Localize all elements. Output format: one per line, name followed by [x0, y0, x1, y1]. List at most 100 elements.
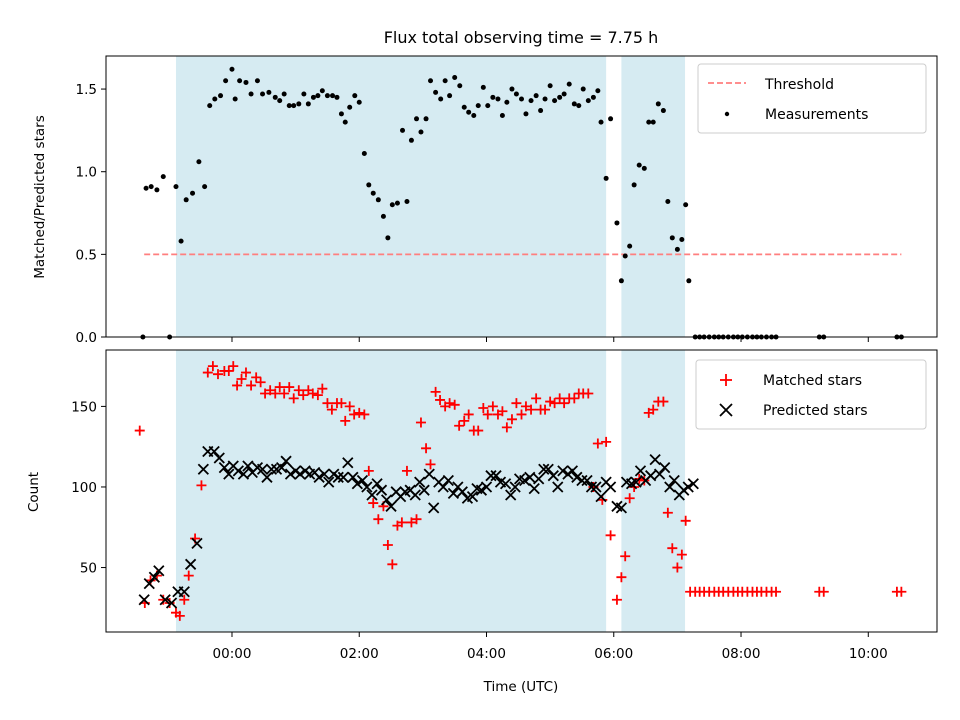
- matched-star-point: [449, 399, 460, 410]
- predicted-star-point: [414, 476, 426, 488]
- matched-star-point: [270, 388, 281, 399]
- measurement-point: [509, 86, 515, 92]
- measurement-point: [352, 93, 358, 99]
- measurement-point: [310, 94, 316, 100]
- shaded-interval: [175, 56, 607, 337]
- measurement-point: [173, 184, 179, 190]
- x-tick-label: 08:00: [722, 646, 761, 662]
- matched-star-point: [511, 398, 522, 409]
- matched-star-point: [293, 385, 304, 396]
- measurement-point: [595, 88, 601, 94]
- matched-star-point: [202, 367, 213, 378]
- measurement-point: [485, 103, 491, 109]
- measurement-point: [519, 96, 524, 102]
- matched-star-point: [406, 517, 417, 528]
- predicted-star-point: [261, 471, 273, 483]
- measurements-points: [140, 66, 904, 340]
- matched-star-point: [421, 443, 432, 454]
- matched-star-point: [411, 514, 422, 525]
- predicted-star-point: [490, 470, 502, 482]
- predicted-star-point: [571, 471, 583, 483]
- predicted-star-point: [351, 478, 363, 490]
- measurement-point: [315, 93, 321, 99]
- matched-star-point: [284, 382, 295, 393]
- predicted-star-point: [409, 489, 421, 501]
- measurement-point: [319, 88, 325, 94]
- measurement-point: [338, 111, 344, 117]
- measurement-point: [557, 94, 563, 100]
- matched-star-point: [435, 394, 446, 405]
- matched-star-point: [667, 543, 678, 554]
- matched-star-point: [497, 406, 508, 417]
- matched-star-point: [246, 380, 257, 391]
- measurement-point: [452, 74, 458, 80]
- measurement-point: [566, 81, 572, 87]
- matched-star-point: [240, 367, 251, 378]
- predicted-star-point: [581, 474, 593, 487]
- measurement-point: [679, 236, 685, 242]
- measurement-point: [428, 78, 434, 84]
- matched-star-point: [616, 572, 627, 583]
- predicted-star-point: [509, 481, 521, 493]
- measurement-point: [603, 175, 609, 181]
- measurement-point: [232, 96, 238, 102]
- matched-star-point: [583, 388, 594, 399]
- measurement-point: [286, 103, 292, 109]
- top-x-ticks: [231, 337, 869, 342]
- predicted-star-point: [342, 457, 354, 469]
- predicted-star-point: [664, 481, 676, 493]
- measurement-point: [513, 91, 519, 97]
- predicted-star-point: [313, 471, 325, 483]
- measurement-point: [324, 93, 330, 99]
- top-panel: 0.0 0.5 1.0 1.5 Flux total observing time =…: [32, 28, 938, 346]
- measurement-point: [385, 235, 391, 241]
- y-tick-label: 50: [80, 561, 97, 577]
- measurement-point: [665, 198, 671, 204]
- measurement-point: [190, 190, 196, 196]
- measurement-point: [212, 96, 218, 102]
- matched-star-point: [396, 517, 407, 528]
- matched-star-point: [526, 404, 537, 415]
- predicted-star-point: [380, 494, 393, 506]
- predicted-star-point: [361, 481, 373, 493]
- predicted-star-point: [323, 476, 335, 488]
- predicted-star-point: [630, 476, 642, 488]
- matched-star-point: [459, 415, 470, 426]
- y-tick-label: 0.0: [76, 330, 97, 346]
- predicted-star-point: [576, 474, 588, 487]
- matched-star-point: [382, 539, 393, 550]
- matched-star-point: [662, 507, 673, 518]
- measurement-point: [148, 184, 154, 190]
- predicted-star-point: [659, 461, 671, 474]
- matched-star-point: [473, 425, 484, 436]
- measurement-point: [471, 113, 477, 119]
- matched-star-point: [444, 398, 455, 409]
- x-tick-label: 00:00: [213, 646, 252, 662]
- measurement-point: [207, 103, 213, 109]
- matched-star-point: [592, 438, 603, 449]
- measurement-point: [218, 93, 224, 99]
- predicted-star-point: [191, 537, 203, 550]
- measurement-point: [528, 98, 534, 104]
- matched-star-point: [658, 396, 669, 407]
- matched-star-point: [212, 369, 223, 380]
- measurement-point: [533, 93, 539, 99]
- measurement-point: [178, 238, 184, 244]
- predicted-star-point: [437, 481, 449, 493]
- measurement-point: [547, 83, 553, 89]
- measurement-point: [366, 182, 372, 188]
- measurement-point: [361, 151, 367, 157]
- measurement-point: [229, 66, 235, 72]
- measurements-legend-swatch: [724, 111, 730, 117]
- predicted-star-point: [213, 452, 225, 464]
- predicted-stars-legend-swatch: [719, 403, 733, 417]
- predicted-star-point: [547, 470, 559, 482]
- measurement-point: [542, 96, 548, 102]
- measurement-point: [495, 96, 501, 102]
- matched-star-point: [430, 386, 441, 397]
- predicted-star-point: [223, 468, 235, 480]
- measurement-point: [260, 91, 266, 97]
- measurement-point: [561, 91, 567, 97]
